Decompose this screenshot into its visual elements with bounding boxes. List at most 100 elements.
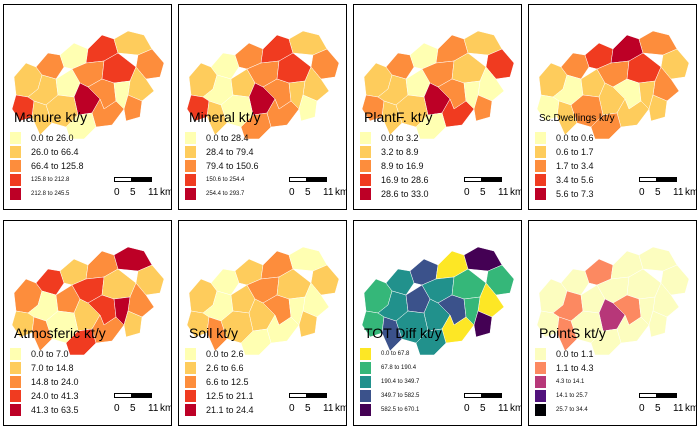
scale-bar-segment	[289, 177, 307, 182]
scale-bar-tick: 11	[148, 187, 159, 198]
legend-label: 5.6 to 7.3	[556, 189, 594, 199]
legend-swatch	[535, 348, 546, 360]
legend-swatch	[535, 146, 546, 158]
map-region	[240, 328, 272, 356]
legend-swatch	[10, 362, 21, 374]
legend-label: 3.4 to 5.6	[556, 175, 594, 185]
legend-swatch	[185, 174, 196, 186]
scale-bar-unit: km	[510, 403, 521, 414]
legend-label: 14.1 to 25.7	[556, 393, 588, 399]
scale-bar: 05 11km	[464, 393, 521, 419]
scale-bar-segment	[289, 393, 307, 398]
map-panel-manure: Manure kt/y 0.0 to 26.0 26.0 to 66.4 66.4 t…	[3, 4, 172, 210]
legend-swatch	[10, 404, 21, 416]
map-region	[590, 112, 622, 140]
scale-bar-unit: km	[685, 403, 696, 414]
map-region	[381, 100, 403, 136]
legend-swatch	[10, 160, 21, 172]
map-region	[415, 112, 447, 140]
legend-swatch	[185, 362, 196, 374]
legend-swatch	[360, 376, 371, 388]
scale-bar: 05 11km	[289, 393, 346, 419]
legend-swatch	[185, 146, 196, 158]
legend-label: 79.4 to 150.6	[206, 161, 259, 171]
legend-label: 67.8 to 190.4	[381, 365, 417, 371]
legend-swatch	[535, 376, 546, 388]
legend-title: Sc.Dwellings kt/y	[539, 113, 615, 124]
legend-label: 21.1 to 24.4	[206, 405, 254, 415]
map-region	[298, 310, 318, 338]
legend-label: 1.7 to 3.4	[556, 161, 594, 171]
map-region	[473, 310, 493, 338]
legend-swatch	[535, 188, 546, 200]
legend-label: 28.6 to 33.0	[381, 189, 429, 199]
scale-bar-tick: 5	[480, 187, 486, 198]
legend-swatch	[185, 132, 196, 144]
legend-label: 212.8 to 245.5	[31, 191, 70, 197]
legend-label: 0.0 to 26.0	[31, 133, 74, 143]
choropleth-map	[11, 30, 165, 140]
legend-label: 254.4 to 293.7	[206, 191, 245, 197]
map-region	[298, 94, 318, 122]
legend-swatch	[10, 174, 21, 186]
legend-swatch	[360, 188, 371, 200]
legend-title: TOT Diff kt/y	[364, 325, 442, 341]
scale-bar-segment	[639, 393, 657, 398]
map-region	[441, 98, 475, 128]
scale-bar: 05 11km	[114, 177, 171, 203]
choropleth-map	[11, 246, 165, 356]
scale-bar-tick: 11	[498, 187, 509, 198]
legend-label: 0.0 to 0.6	[556, 133, 594, 143]
map-region	[266, 98, 300, 128]
legend-label: 190.4 to 349.7	[381, 379, 420, 385]
scale-bar-tick: 11	[323, 403, 334, 414]
scale-bar-segment	[132, 177, 152, 182]
legend-label: 0.0 to 28.4	[206, 133, 249, 143]
choropleth-map	[361, 30, 515, 140]
legend-title: PlantF. kt/y	[364, 109, 433, 125]
map-region	[65, 112, 97, 140]
legend-swatch	[185, 188, 196, 200]
legend-swatch	[10, 188, 21, 200]
legend-label: 3.2 to 8.9	[381, 147, 419, 157]
scale-bar-tick: 0	[639, 187, 645, 198]
map-panel-points: PointS kt/y 0.0 to 1.1 1.1 to 4.3 4.3 to 14…	[528, 220, 697, 426]
legend-label: 41.3 to 63.5	[31, 405, 79, 415]
legend-swatch	[360, 132, 371, 144]
map-region	[206, 100, 228, 136]
map-region	[441, 314, 475, 344]
legend-swatch	[185, 376, 196, 388]
map-region	[123, 94, 143, 122]
legend-swatch	[360, 390, 371, 402]
legend-swatch	[535, 390, 546, 402]
choropleth-map	[186, 246, 340, 356]
scale-bar-segment	[307, 393, 327, 398]
legend-swatch	[185, 348, 196, 360]
scale-bar-unit: km	[685, 187, 696, 198]
scale-bar-segment	[639, 177, 657, 182]
legend-label: 26.0 to 66.4	[31, 147, 79, 157]
legend-label: 7.0 to 14.8	[31, 363, 74, 373]
legend-label: 2.6 to 6.6	[206, 363, 244, 373]
legend-swatch	[10, 132, 21, 144]
legend-swatch	[10, 348, 21, 360]
legend-swatch	[360, 362, 371, 374]
scale-bar-tick: 11	[323, 187, 334, 198]
scale-bar-segment	[657, 177, 677, 182]
scale-bar-unit: km	[510, 187, 521, 198]
choropleth-map	[536, 30, 690, 140]
legend-label: 14.8 to 24.0	[31, 377, 79, 387]
map-region	[31, 316, 53, 352]
legend-swatch	[360, 174, 371, 186]
legend-swatch	[360, 146, 371, 158]
legend-label: 125.8 to 212.8	[31, 177, 70, 183]
scale-bar-tick: 11	[673, 403, 684, 414]
map-region	[91, 98, 125, 128]
map-region	[31, 100, 53, 136]
map-region	[616, 314, 650, 344]
map-region	[616, 98, 650, 128]
map-region	[556, 316, 578, 352]
map-region	[381, 316, 403, 352]
scale-bar-segment	[464, 393, 482, 398]
legend-title: Manure kt/y	[14, 109, 88, 125]
